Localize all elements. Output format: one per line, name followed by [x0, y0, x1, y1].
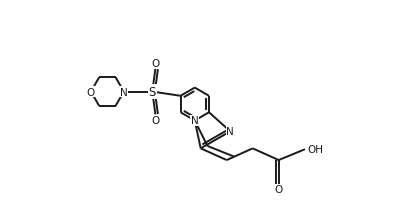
- Text: O: O: [151, 116, 159, 126]
- Text: O: O: [151, 58, 159, 68]
- Text: N: N: [120, 87, 128, 97]
- Text: N: N: [191, 116, 199, 126]
- Text: O: O: [275, 184, 283, 194]
- Text: S: S: [149, 86, 156, 99]
- Text: O: O: [87, 87, 95, 97]
- Text: N: N: [226, 127, 234, 137]
- Text: OH: OH: [307, 144, 323, 154]
